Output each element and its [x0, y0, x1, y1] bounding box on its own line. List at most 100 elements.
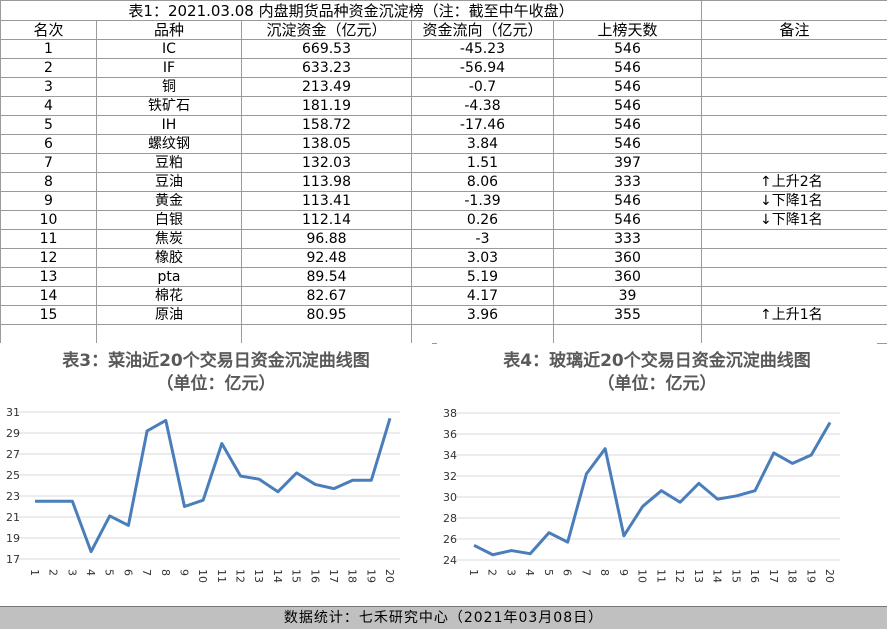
cell: -3: [411, 229, 554, 249]
x-tick-label: 3: [65, 569, 78, 576]
y-tick-label: 34: [443, 449, 457, 462]
y-tick-label: 17: [6, 553, 20, 566]
cell: 82.67: [241, 286, 412, 306]
cell: 1.51: [411, 153, 554, 173]
cell: [701, 248, 887, 268]
x-tick-label: 10: [196, 569, 209, 583]
cell: 360: [552, 248, 703, 268]
x-tick-label: 18: [786, 569, 799, 583]
cell: [701, 153, 887, 173]
cell: 333: [552, 172, 703, 192]
header-cell: 名次: [0, 20, 97, 40]
cell: -17.46: [411, 115, 554, 135]
cell: ↓下降1名: [701, 191, 887, 211]
x-tick-label: 16: [748, 569, 761, 583]
cell: 355: [552, 305, 703, 325]
x-tick-label: 19: [364, 569, 377, 583]
x-tick-label: 12: [673, 569, 686, 583]
cell: 3.03: [411, 248, 554, 268]
cell: -56.94: [411, 58, 554, 78]
chart-subtitle: （单位：亿元）: [598, 373, 717, 394]
y-tick-label: 36: [443, 428, 457, 441]
cell: 546: [552, 58, 703, 78]
x-tick-label: 13: [252, 569, 265, 583]
cell: 12: [0, 248, 97, 268]
y-tick-label: 26: [443, 533, 457, 546]
y-tick-label: 19: [6, 532, 20, 545]
cell: 80.95: [241, 305, 412, 325]
cell: 白银: [96, 210, 242, 230]
cell: 669.53: [241, 39, 412, 59]
cell: -4.38: [411, 96, 554, 116]
cell: [701, 115, 887, 135]
header-cell: 备注: [701, 20, 887, 40]
cell: 2: [0, 58, 97, 78]
cell: [701, 96, 887, 116]
x-tick-label: 14: [271, 569, 284, 583]
cell: 0.26: [411, 210, 554, 230]
cell: ↑上升1名: [701, 305, 887, 325]
cell: 213.49: [241, 77, 412, 97]
cell: 8: [0, 172, 97, 192]
x-tick-label: 7: [579, 569, 592, 576]
cell: 546: [552, 77, 703, 97]
x-tick-label: 2: [47, 569, 60, 576]
cell: 铜: [96, 77, 242, 97]
cell: 14: [0, 286, 97, 306]
ranking-table: 表1：2021.03.08 内盘期货品种资金沉淀榜（注：截至中午收盘） 名次 品种沉…: [0, 0, 887, 344]
x-tick-label: 14: [711, 569, 724, 583]
cell: 397: [552, 153, 703, 173]
header-cell: 上榜天数: [552, 20, 703, 40]
cell: 3: [0, 77, 97, 97]
cell: 546: [552, 115, 703, 135]
cell: 132.03: [241, 153, 412, 173]
cell: [701, 229, 887, 249]
x-tick-label: 11: [215, 569, 228, 583]
cell: 546: [552, 210, 703, 230]
line: [35, 417, 392, 554]
cell: 橡胶: [96, 248, 242, 268]
cell: 15: [0, 305, 97, 325]
cell: 棉花: [96, 286, 242, 306]
x-tick-label: 20: [823, 569, 836, 583]
cell: [701, 58, 887, 78]
cell: 158.72: [241, 115, 412, 135]
header-cell: 资金流向（亿元）: [411, 20, 554, 40]
x-tick-label: 17: [327, 569, 340, 583]
y-tick-label: 21: [6, 511, 20, 524]
x-tick-label: 5: [103, 569, 116, 576]
cell: 138.05: [241, 134, 412, 154]
x-tick-label: 19: [804, 569, 817, 583]
cell: 546: [552, 134, 703, 154]
chart-subtitle: （单位：亿元）: [157, 373, 276, 394]
cell: 豆粕: [96, 153, 242, 173]
cell: 螺纹钢: [96, 134, 242, 154]
chart-title: 表4：玻璃近20个交易日资金沉淀曲线图: [503, 350, 811, 371]
cell: 5.19: [411, 267, 554, 287]
cell: 1: [0, 39, 97, 59]
cell: 39: [552, 286, 703, 306]
cell: 3.96: [411, 305, 554, 325]
y-tick-label: 25: [6, 469, 20, 482]
cell: 113.41: [241, 191, 412, 211]
cell: 豆油: [96, 172, 242, 192]
cell: 181.19: [241, 96, 412, 116]
y-tick-label: 38: [443, 407, 457, 420]
cell: 360: [552, 267, 703, 287]
chart-title: 表3：菜油近20个交易日资金沉淀曲线图: [62, 350, 370, 371]
cell: 633.23: [241, 58, 412, 78]
chart: 表4：玻璃近20个交易日资金沉淀曲线图（单位：亿元）24262830323436…: [437, 343, 877, 601]
cell: [411, 324, 554, 344]
cell: 546: [552, 96, 703, 116]
x-tick-label: 15: [729, 569, 742, 583]
x-tick-label: 1: [467, 569, 480, 576]
y-tick-label: 30: [443, 491, 457, 504]
x-tick-label: 9: [617, 569, 630, 576]
cell: 黄金: [96, 191, 242, 211]
cell: pta: [96, 267, 242, 287]
x-tick-label: 4: [84, 569, 97, 576]
cell: 89.54: [241, 267, 412, 287]
y-tick-label: 28: [443, 512, 457, 525]
x-tick-label: 9: [177, 569, 190, 576]
cell: 6: [0, 134, 97, 154]
